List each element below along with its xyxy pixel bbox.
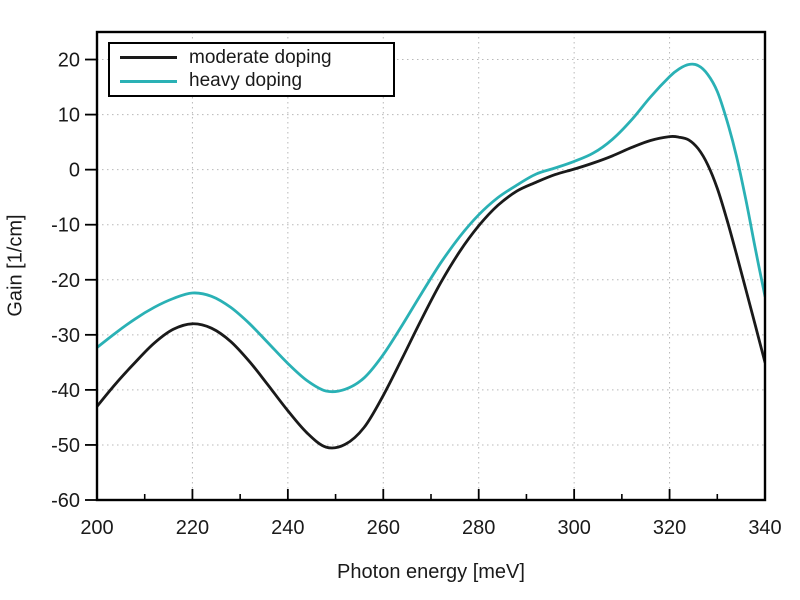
legend-item-moderate-doping: moderate doping [110,46,393,70]
y-tick-label: 20 [58,50,80,72]
series-line-moderate-doping [96,134,766,450]
y-tick-label: -60 [51,490,80,512]
series-line-heavy-doping [96,62,766,394]
x-tick-label: 200 [80,517,113,539]
legend-label-moderate-doping: moderate doping [189,46,332,68]
y-tick-label: -20 [51,270,80,292]
y-axis-title: Gain [1/cm] [4,214,27,317]
x-axis-title: Photon energy [meV] [337,561,525,583]
x-tick-label: 240 [271,517,304,539]
x-tick-label: 340 [748,517,781,539]
legend-item-heavy-doping: heavy doping [110,70,393,94]
heavy-doping-line-swatch [120,79,177,83]
plot-border [95,30,767,502]
x-tick-label: 320 [653,517,686,539]
y-tick-label: -30 [51,325,80,347]
x-tick-label: 280 [462,517,495,539]
x-tick-label: 260 [367,517,400,539]
moderate-doping-line-swatch [120,56,177,60]
x-tick-label: 300 [557,517,590,539]
x-tick-label: 220 [176,517,209,539]
chart-legend: moderate doping heavy doping [108,42,395,97]
y-tick-label: -10 [51,215,80,237]
y-tick-label: 10 [58,105,80,127]
legend-label-heavy-doping: heavy doping [189,70,303,92]
y-tick-label: -40 [51,380,80,402]
y-tick-label: -50 [51,435,80,457]
y-tick-label: 0 [69,160,80,182]
